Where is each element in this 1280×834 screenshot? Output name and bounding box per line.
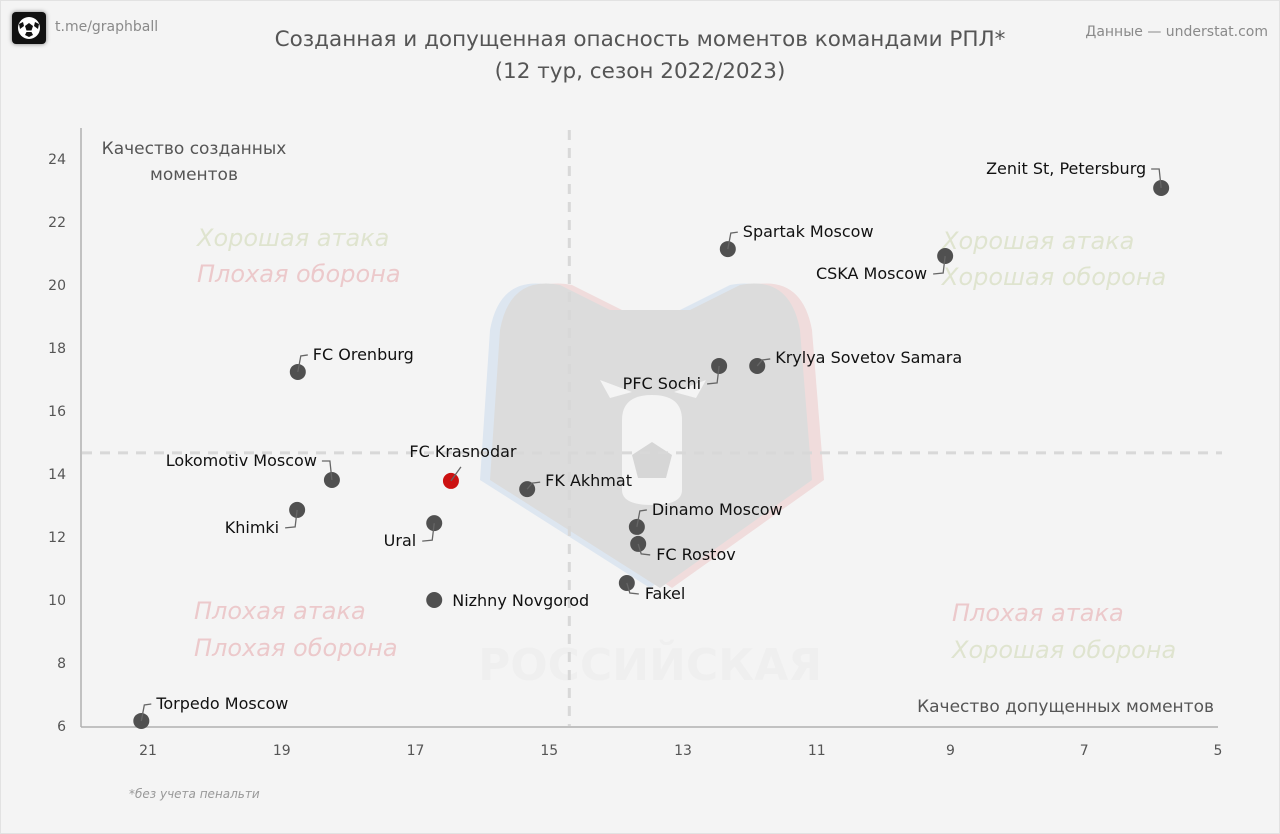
data-point-group[interactable]: CSKA Moscow [816, 248, 954, 283]
data-point-label: Spartak Moscow [743, 222, 874, 241]
y-tick-label: 12 [48, 530, 66, 546]
chart-title-line2: (12 тур, сезон 2022/2023) [494, 59, 786, 84]
leader-line [422, 523, 435, 542]
watermark-text: РОССИЙСКАЯ [478, 638, 822, 691]
data-point-group[interactable]: FC Orenburg [289, 345, 414, 380]
y-tick-label: 10 [48, 593, 66, 609]
x-tick-label: 9 [946, 743, 955, 759]
x-tick-label: 17 [407, 743, 425, 759]
data-point-label: Khimki [225, 518, 279, 537]
data-point-group[interactable]: Khimki [225, 501, 306, 537]
data-point-label: Fakel [645, 584, 686, 603]
data-point-label: Lokomotiv Moscow [166, 451, 317, 470]
y-tick-label: 22 [48, 215, 66, 231]
data-point[interactable] [426, 592, 443, 608]
leader-line [637, 543, 651, 556]
leader-line [526, 481, 541, 490]
data-point-label: Krylya Sovetov Samara [775, 348, 962, 367]
data-source-text: Данные — understat.com [1085, 24, 1268, 40]
x-tick-label: 13 [674, 743, 692, 759]
data-point-group[interactable]: Krylya Sovetov Samara [749, 348, 962, 374]
x-tick-label: 15 [540, 743, 558, 759]
quadrant-label-bottom-left: Плохая оборона [194, 634, 398, 662]
data-point-label: Ural [384, 531, 417, 550]
data-point-label: FC Rostov [656, 545, 736, 564]
quadrant-label-bottom-left: Плохая атака [194, 597, 366, 625]
data-point-group[interactable]: Spartak Moscow [719, 222, 874, 258]
y-tick-label: 8 [57, 656, 66, 672]
data-point-group[interactable]: FC Rostov [630, 535, 736, 564]
x-tick-label: 21 [139, 743, 157, 759]
y-tick-label: 14 [48, 467, 66, 483]
data-point-label: FK Akhmat [545, 471, 632, 490]
leader-line [140, 703, 152, 722]
data-point-label: PFC Sochi [623, 374, 701, 393]
data-point-group[interactable]: Zenit St, Petersburg [986, 159, 1170, 196]
y-tick-label: 6 [57, 719, 66, 735]
data-point-label: Torpedo Moscow [155, 694, 288, 713]
data-point-label: Zenit St, Petersburg [986, 159, 1146, 178]
data-point-group[interactable]: FK Akhmat [519, 471, 632, 498]
y-tick-label: 20 [48, 278, 66, 294]
leader-line [297, 354, 308, 373]
quadrant-label-top-left: Хорошая атака [195, 224, 389, 252]
data-point-group[interactable]: Ural [384, 515, 443, 550]
soccer-ball-icon [12, 12, 46, 44]
leader-line [626, 582, 639, 595]
data-point-label: Nizhny Novgorod [452, 591, 589, 610]
leader-line [756, 358, 771, 367]
x-tick-label: 19 [273, 743, 291, 759]
y-tick-label: 24 [48, 152, 66, 168]
quadrant-label-top-right: Хорошая атака [940, 227, 1134, 255]
leader-line [727, 231, 738, 250]
data-point-group[interactable]: Fakel [618, 574, 686, 603]
leader-line [933, 255, 946, 275]
leader-line [285, 509, 298, 529]
quadrant-label-top-right: Хорошая оборона [940, 263, 1166, 291]
x-tick-label: 11 [808, 743, 826, 759]
x-axis-title: Качество допущенных моментов [917, 697, 1214, 717]
leader-line [707, 365, 720, 385]
data-point-label: FC Orenburg [313, 345, 414, 364]
y-tick-label: 18 [48, 341, 66, 357]
leader-line [450, 466, 462, 482]
data-point-label: CSKA Moscow [816, 264, 927, 283]
quadrant-label-bottom-right: Хорошая оборона [950, 636, 1176, 664]
y-axis-title-line2: моментов [150, 165, 238, 185]
data-point-group[interactable]: FC Krasnodar [409, 442, 517, 489]
data-point-group[interactable]: Torpedo Moscow [133, 694, 288, 729]
leader-line [636, 509, 647, 528]
chart-title: Созданная и допущенная опасность моменто… [0, 24, 1280, 88]
data-point-group[interactable]: PFC Sochi [623, 357, 728, 393]
quadrant-label-top-left: Плохая оборона [197, 260, 401, 288]
data-point-label: FC Krasnodar [409, 442, 517, 461]
brand-link[interactable]: t.me/graphball [55, 19, 159, 35]
data-point-group[interactable]: Dinamo Moscow [628, 500, 783, 535]
data-point-group[interactable]: Nizhny Novgorod [426, 591, 589, 610]
data-point-group[interactable]: Lokomotiv Moscow [166, 451, 340, 488]
leader-line [321, 460, 333, 481]
leader-line [1151, 168, 1162, 189]
footnote: *без учета пенальти [129, 787, 260, 801]
data-point[interactable] [937, 248, 954, 265]
quadrant-label-bottom-right: Плохая атака [952, 599, 1124, 627]
data-point-label: Dinamo Moscow [652, 500, 783, 519]
x-tick-label: 5 [1214, 743, 1223, 759]
y-tick-label: 16 [48, 404, 66, 420]
chart-title-line1: Созданная и допущенная опасность моменто… [274, 27, 1006, 52]
y-axis-title-line1: Качество созданных [102, 139, 287, 159]
rpl-bear-logo-icon [480, 283, 824, 588]
x-tick-label: 7 [1080, 743, 1089, 759]
